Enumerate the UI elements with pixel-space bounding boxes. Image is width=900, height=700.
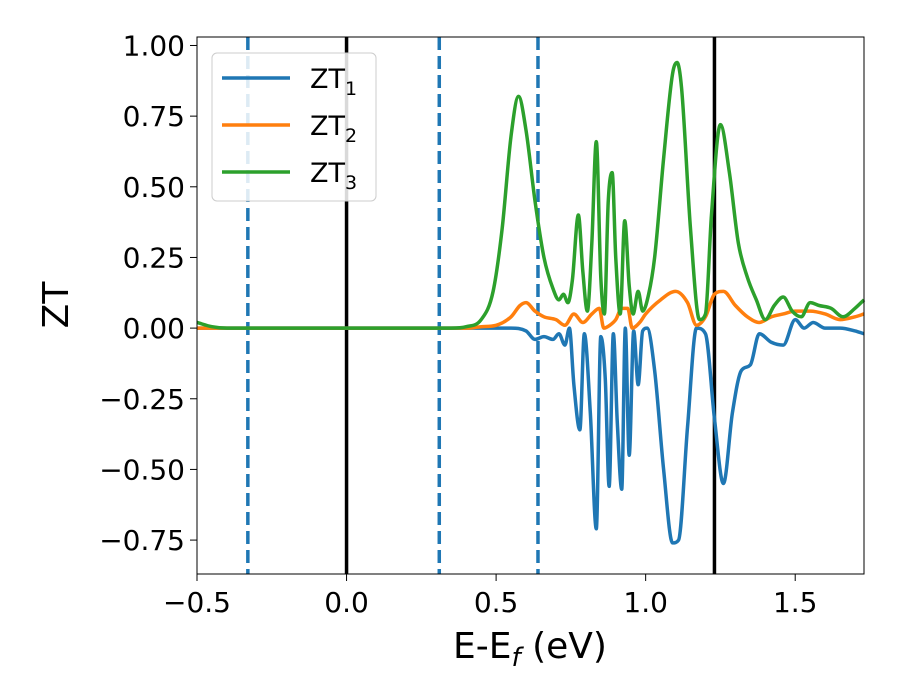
y-tick-label: 0.25 bbox=[123, 241, 185, 274]
x-tick-label: 0.5 bbox=[474, 586, 519, 619]
y-axis: 1.00 0.75 0.50 0.25 0.00 −0.25 −0.50 −0.75 bbox=[99, 29, 197, 557]
series-line-zt3 bbox=[196, 60, 866, 330]
series-line-zt2 bbox=[197, 289, 865, 330]
x-axis: −0.5 0.0 0.5 1.0 1.5 bbox=[163, 574, 817, 619]
legend-label-zt3: ZT3 bbox=[310, 158, 357, 194]
y-tick-label: 1.00 bbox=[123, 29, 185, 62]
y-tick-label: 0.75 bbox=[123, 100, 185, 133]
series-line-zt1 bbox=[197, 317, 865, 545]
plot-frame bbox=[196, 36, 865, 575]
y-tick-label: 0.50 bbox=[123, 171, 185, 204]
x-axis-label: E-Ef (eV) bbox=[453, 626, 607, 673]
legend: ZT1 ZT2 ZT3 bbox=[211, 52, 377, 202]
legend-label-zt2: ZT2 bbox=[310, 111, 357, 147]
y-tick-label: −0.75 bbox=[99, 524, 185, 557]
x-tick-label: −0.5 bbox=[163, 586, 231, 619]
y-tick-label: 0.00 bbox=[123, 312, 185, 345]
y-tick-label: −0.50 bbox=[99, 453, 185, 486]
legend-box bbox=[211, 52, 377, 202]
y-tick-label: −0.25 bbox=[99, 383, 185, 416]
series-lines bbox=[196, 60, 866, 545]
x-axis-label-main: E-E bbox=[453, 626, 511, 667]
x-tick-label: 1.0 bbox=[623, 586, 668, 619]
x-tick-label: 0.0 bbox=[324, 586, 369, 619]
y-axis-label: ZT bbox=[36, 281, 77, 329]
x-tick-label: 1.5 bbox=[773, 586, 818, 619]
legend-label-zt1: ZT1 bbox=[310, 64, 357, 100]
x-axis-label-unit: (eV) bbox=[521, 626, 607, 667]
